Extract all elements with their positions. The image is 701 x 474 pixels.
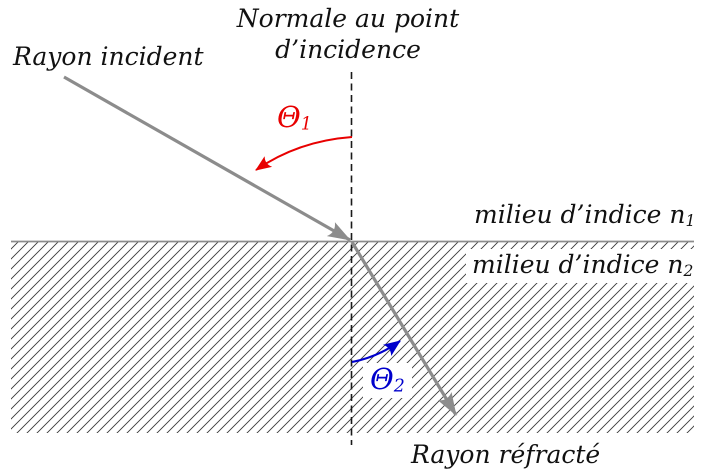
incident-angle-arc [255,136,353,171]
medium1-subscript: 1 [685,211,696,230]
medium1-label-text: milieu d’indice n [474,200,686,229]
refracted-ray [350,241,458,416]
refraction-angle-label: Θ2 [363,363,412,398]
incident-ray-label: Rayon incident [13,42,204,71]
medium1-label: milieu d’indice n1 [474,200,695,230]
refracted-ray-label: Rayon réfracté [411,440,601,469]
medium2-label-text: milieu d’indice n [472,250,684,279]
normal-label-line2: d’incidence [275,34,421,64]
medium2-label: milieu d’indice n2 [466,249,701,283]
theta2-subscript: 2 [393,376,405,397]
normal-label-line1: Normale au point [236,4,460,33]
medium2-subscript: 2 [683,261,694,280]
normal-label: Normale au point d’incidence [198,4,498,65]
incident-ray [63,75,351,242]
theta2-symbol: Θ [370,362,394,396]
incident-angle-label: Θ1 [277,100,312,135]
theta1-subscript: 1 [300,114,312,135]
refraction-angle-arc [351,340,401,364]
theta1-symbol: Θ [277,100,301,134]
